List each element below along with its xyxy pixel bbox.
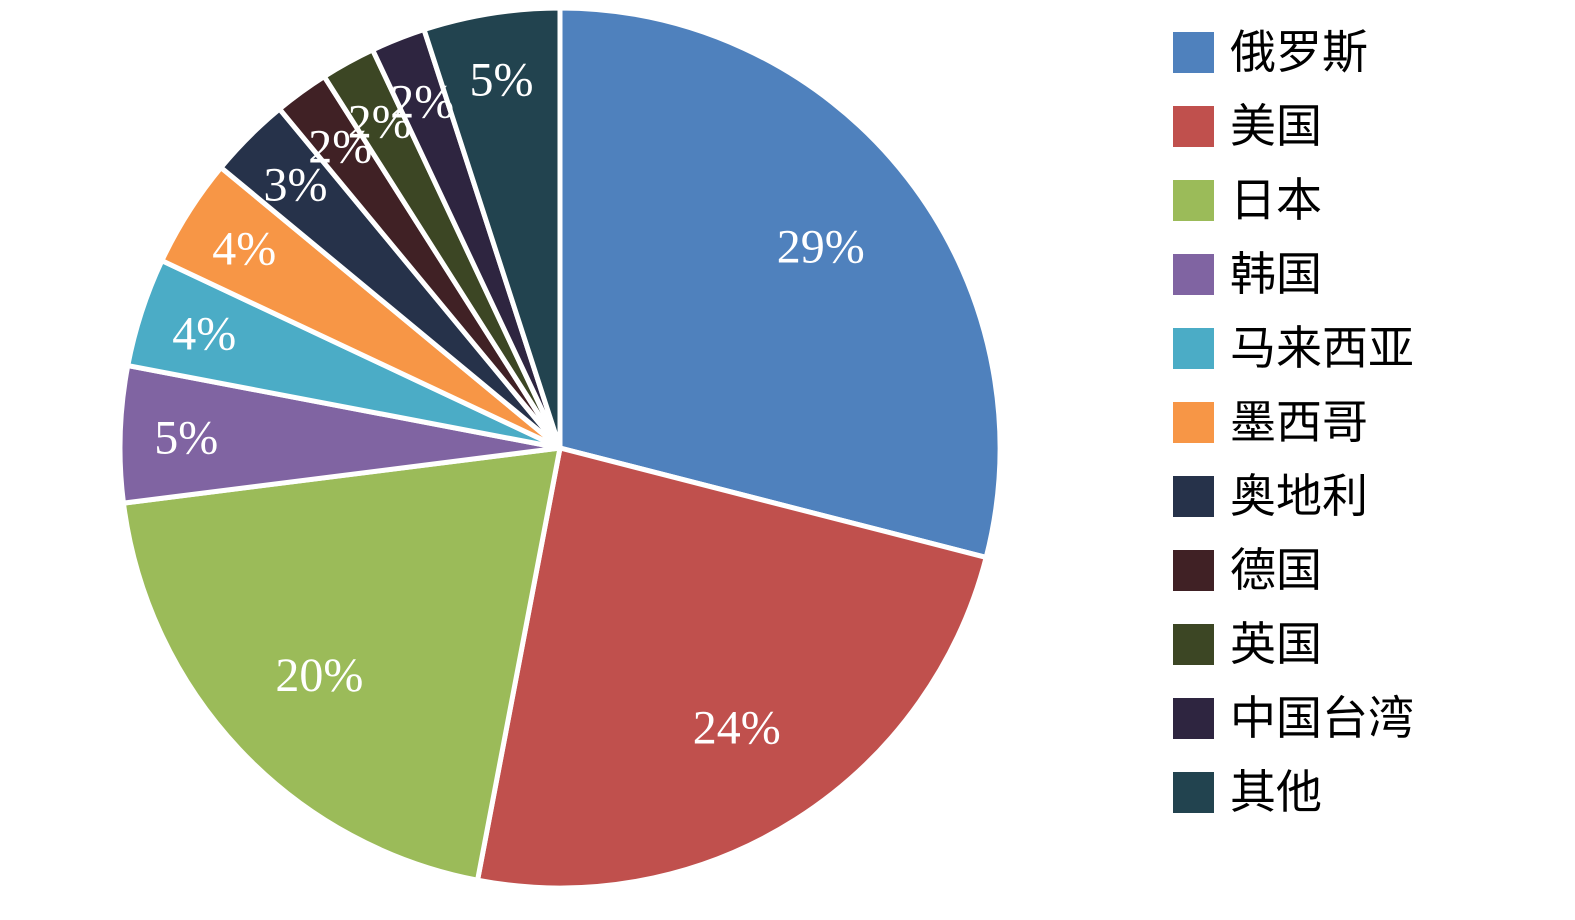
legend-item-俄罗斯: 俄罗斯 — [1173, 26, 1414, 78]
slice-label-韩国: 5% — [154, 411, 218, 464]
legend-item-其他: 其他 — [1173, 766, 1414, 818]
legend-label-美国: 美国 — [1230, 100, 1322, 152]
legend-label-墨西哥: 墨西哥 — [1230, 396, 1368, 448]
legend-label-其他: 其他 — [1230, 766, 1322, 818]
slice-label-中国台湾: 2% — [390, 75, 454, 128]
legend-item-墨西哥: 墨西哥 — [1173, 396, 1414, 448]
legend-swatch-俄罗斯 — [1173, 32, 1214, 73]
legend-swatch-日本 — [1173, 180, 1214, 221]
legend-item-英国: 英国 — [1173, 618, 1414, 670]
legend-item-日本: 日本 — [1173, 174, 1414, 226]
slice-label-美国: 24% — [693, 702, 781, 755]
slice-label-俄罗斯: 29% — [777, 221, 865, 274]
legend-swatch-韩国 — [1173, 254, 1214, 295]
legend-label-日本: 日本 — [1230, 174, 1322, 226]
legend-label-中国台湾: 中国台湾 — [1230, 692, 1414, 744]
pie-slice-其他 — [421, 5, 563, 451]
legend-item-美国: 美国 — [1173, 100, 1414, 152]
legend-swatch-美国 — [1173, 106, 1214, 147]
pie-slice-日本 — [120, 445, 563, 883]
legend-swatch-马来西亚 — [1173, 328, 1214, 369]
slice-label-马来西亚: 4% — [172, 307, 236, 360]
slice-label-墨西哥: 4% — [212, 223, 276, 276]
legend-label-马来西亚: 马来西亚 — [1230, 322, 1414, 374]
legend-swatch-德国 — [1173, 550, 1214, 591]
legend-swatch-其他 — [1173, 772, 1214, 813]
legend-item-韩国: 韩国 — [1173, 248, 1414, 300]
pie-slice-美国 — [475, 445, 989, 891]
slice-label-奥地利: 3% — [264, 159, 328, 212]
legend-item-德国: 德国 — [1173, 544, 1414, 596]
legend-swatch-英国 — [1173, 624, 1214, 665]
legend-label-英国: 英国 — [1230, 618, 1322, 670]
legend-label-韩国: 韩国 — [1230, 248, 1322, 300]
slice-label-日本: 20% — [275, 649, 363, 702]
chart-legend: 俄罗斯美国日本韩国马来西亚墨西哥奥地利德国英国中国台湾其他 — [1173, 26, 1414, 818]
legend-swatch-中国台湾 — [1173, 698, 1214, 739]
slice-label-英国: 2% — [348, 95, 412, 148]
legend-item-奥地利: 奥地利 — [1173, 470, 1414, 522]
legend-swatch-墨西哥 — [1173, 402, 1214, 443]
legend-label-俄罗斯: 俄罗斯 — [1230, 26, 1368, 78]
legend-item-中国台湾: 中国台湾 — [1173, 692, 1414, 744]
legend-label-德国: 德国 — [1230, 544, 1322, 596]
slice-label-德国: 2% — [308, 120, 372, 173]
pie-slice-俄罗斯 — [557, 5, 1003, 560]
legend-item-马来西亚: 马来西亚 — [1173, 322, 1414, 374]
legend-label-奥地利: 奥地利 — [1230, 470, 1368, 522]
slice-label-其他: 5% — [470, 54, 534, 107]
legend-swatch-奥地利 — [1173, 476, 1214, 517]
